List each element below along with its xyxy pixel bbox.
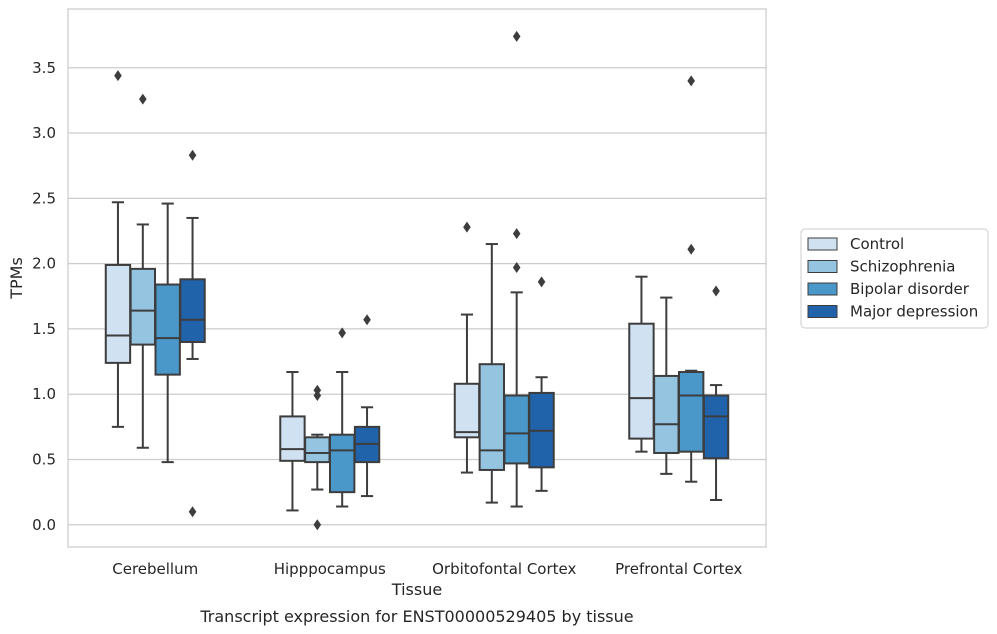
x-tick-label: Hipppocampus bbox=[274, 560, 386, 578]
box-schizophrenia bbox=[304, 384, 331, 531]
box-major-depression bbox=[702, 285, 730, 501]
box-schizophrenia bbox=[129, 93, 157, 449]
box-bipolar-disorder bbox=[328, 327, 356, 508]
legend-label: Schizophrenia bbox=[850, 258, 955, 276]
outlier-point bbox=[512, 228, 521, 240]
y-tick-label: 2.5 bbox=[32, 189, 56, 207]
legend-frame bbox=[800, 228, 989, 329]
outlier-point bbox=[313, 519, 322, 531]
y-tick-label: 3.0 bbox=[32, 124, 56, 142]
legend-swatch bbox=[807, 305, 838, 318]
box-body bbox=[328, 433, 356, 494]
outlier-point bbox=[687, 75, 695, 87]
outlier-point bbox=[188, 149, 197, 161]
plot-area bbox=[104, 30, 730, 531]
x-tick-label: Prefrontal Cortex bbox=[615, 560, 742, 578]
y-tick-label: 0.5 bbox=[32, 451, 56, 469]
box-control bbox=[104, 70, 132, 428]
y-axis-ticks: 0.0 0.5 1.0 1.5 2.0 2.5 3.0 3.5 bbox=[32, 59, 56, 534]
legend-label: Major depression bbox=[850, 303, 978, 321]
box-control bbox=[453, 221, 481, 474]
outlier-point bbox=[313, 384, 322, 396]
legend-label: Control bbox=[850, 235, 904, 253]
box-control bbox=[628, 275, 655, 453]
outlier-point bbox=[114, 70, 122, 82]
box-body bbox=[478, 363, 506, 471]
y-tick-label: 0.0 bbox=[32, 516, 56, 534]
box-body bbox=[453, 382, 481, 439]
y-tick-label: 1.0 bbox=[32, 385, 56, 403]
box-body bbox=[503, 394, 530, 465]
outlier-point bbox=[463, 221, 471, 233]
chart-caption: Transcript expression for ENST0000052940… bbox=[199, 607, 633, 626]
box-body bbox=[304, 436, 331, 464]
outlier-point bbox=[687, 243, 695, 255]
legend-swatch bbox=[807, 237, 838, 251]
x-axis-label: Tissue bbox=[391, 580, 442, 599]
box-bipolar-disorder bbox=[677, 75, 705, 483]
box-body bbox=[677, 371, 705, 453]
x-tick-label: Orbitofontal Cortex bbox=[432, 560, 576, 578]
x-axis-ticks: Cerebellum Hipppocampus Orbitofontal Corte… bbox=[112, 560, 742, 578]
box-body bbox=[179, 278, 206, 343]
box-major-depression bbox=[528, 276, 555, 492]
box-schizophrenia bbox=[478, 243, 506, 504]
box-body bbox=[129, 267, 157, 346]
box-body bbox=[653, 374, 680, 454]
y-tick-label: 2.0 bbox=[32, 255, 56, 273]
legend-label: Bipolar disorder bbox=[850, 280, 970, 298]
plot-frame bbox=[67, 8, 767, 548]
y-axis-label: TPMs bbox=[7, 257, 26, 300]
box-bipolar-disorder bbox=[503, 30, 530, 508]
box-body bbox=[154, 283, 181, 376]
box-body bbox=[279, 415, 306, 462]
outlier-point bbox=[363, 314, 371, 326]
outlier-point bbox=[712, 285, 720, 297]
box-major-depression bbox=[353, 314, 381, 498]
y-tick-label: 3.5 bbox=[32, 59, 56, 77]
x-tick-label: Cerebellum bbox=[112, 560, 198, 578]
outlier-point bbox=[512, 30, 521, 42]
box-body bbox=[702, 394, 730, 460]
legend-swatch bbox=[807, 260, 838, 273]
box-major-depression bbox=[179, 149, 206, 518]
y-tick-label: 1.5 bbox=[32, 320, 56, 338]
outlier-point bbox=[188, 506, 197, 518]
outlier-point bbox=[338, 327, 346, 339]
outlier-point bbox=[512, 262, 521, 274]
box-schizophrenia bbox=[653, 296, 680, 475]
box-control bbox=[279, 371, 306, 512]
box-body bbox=[104, 263, 132, 364]
outlier-point bbox=[139, 93, 147, 105]
outlier-point bbox=[537, 276, 546, 288]
box-body bbox=[628, 322, 655, 440]
legend-swatch bbox=[807, 282, 838, 296]
legend: Control Schizophrenia Bipolar disorder Majo… bbox=[800, 228, 989, 329]
box-bipolar-disorder bbox=[154, 202, 181, 464]
